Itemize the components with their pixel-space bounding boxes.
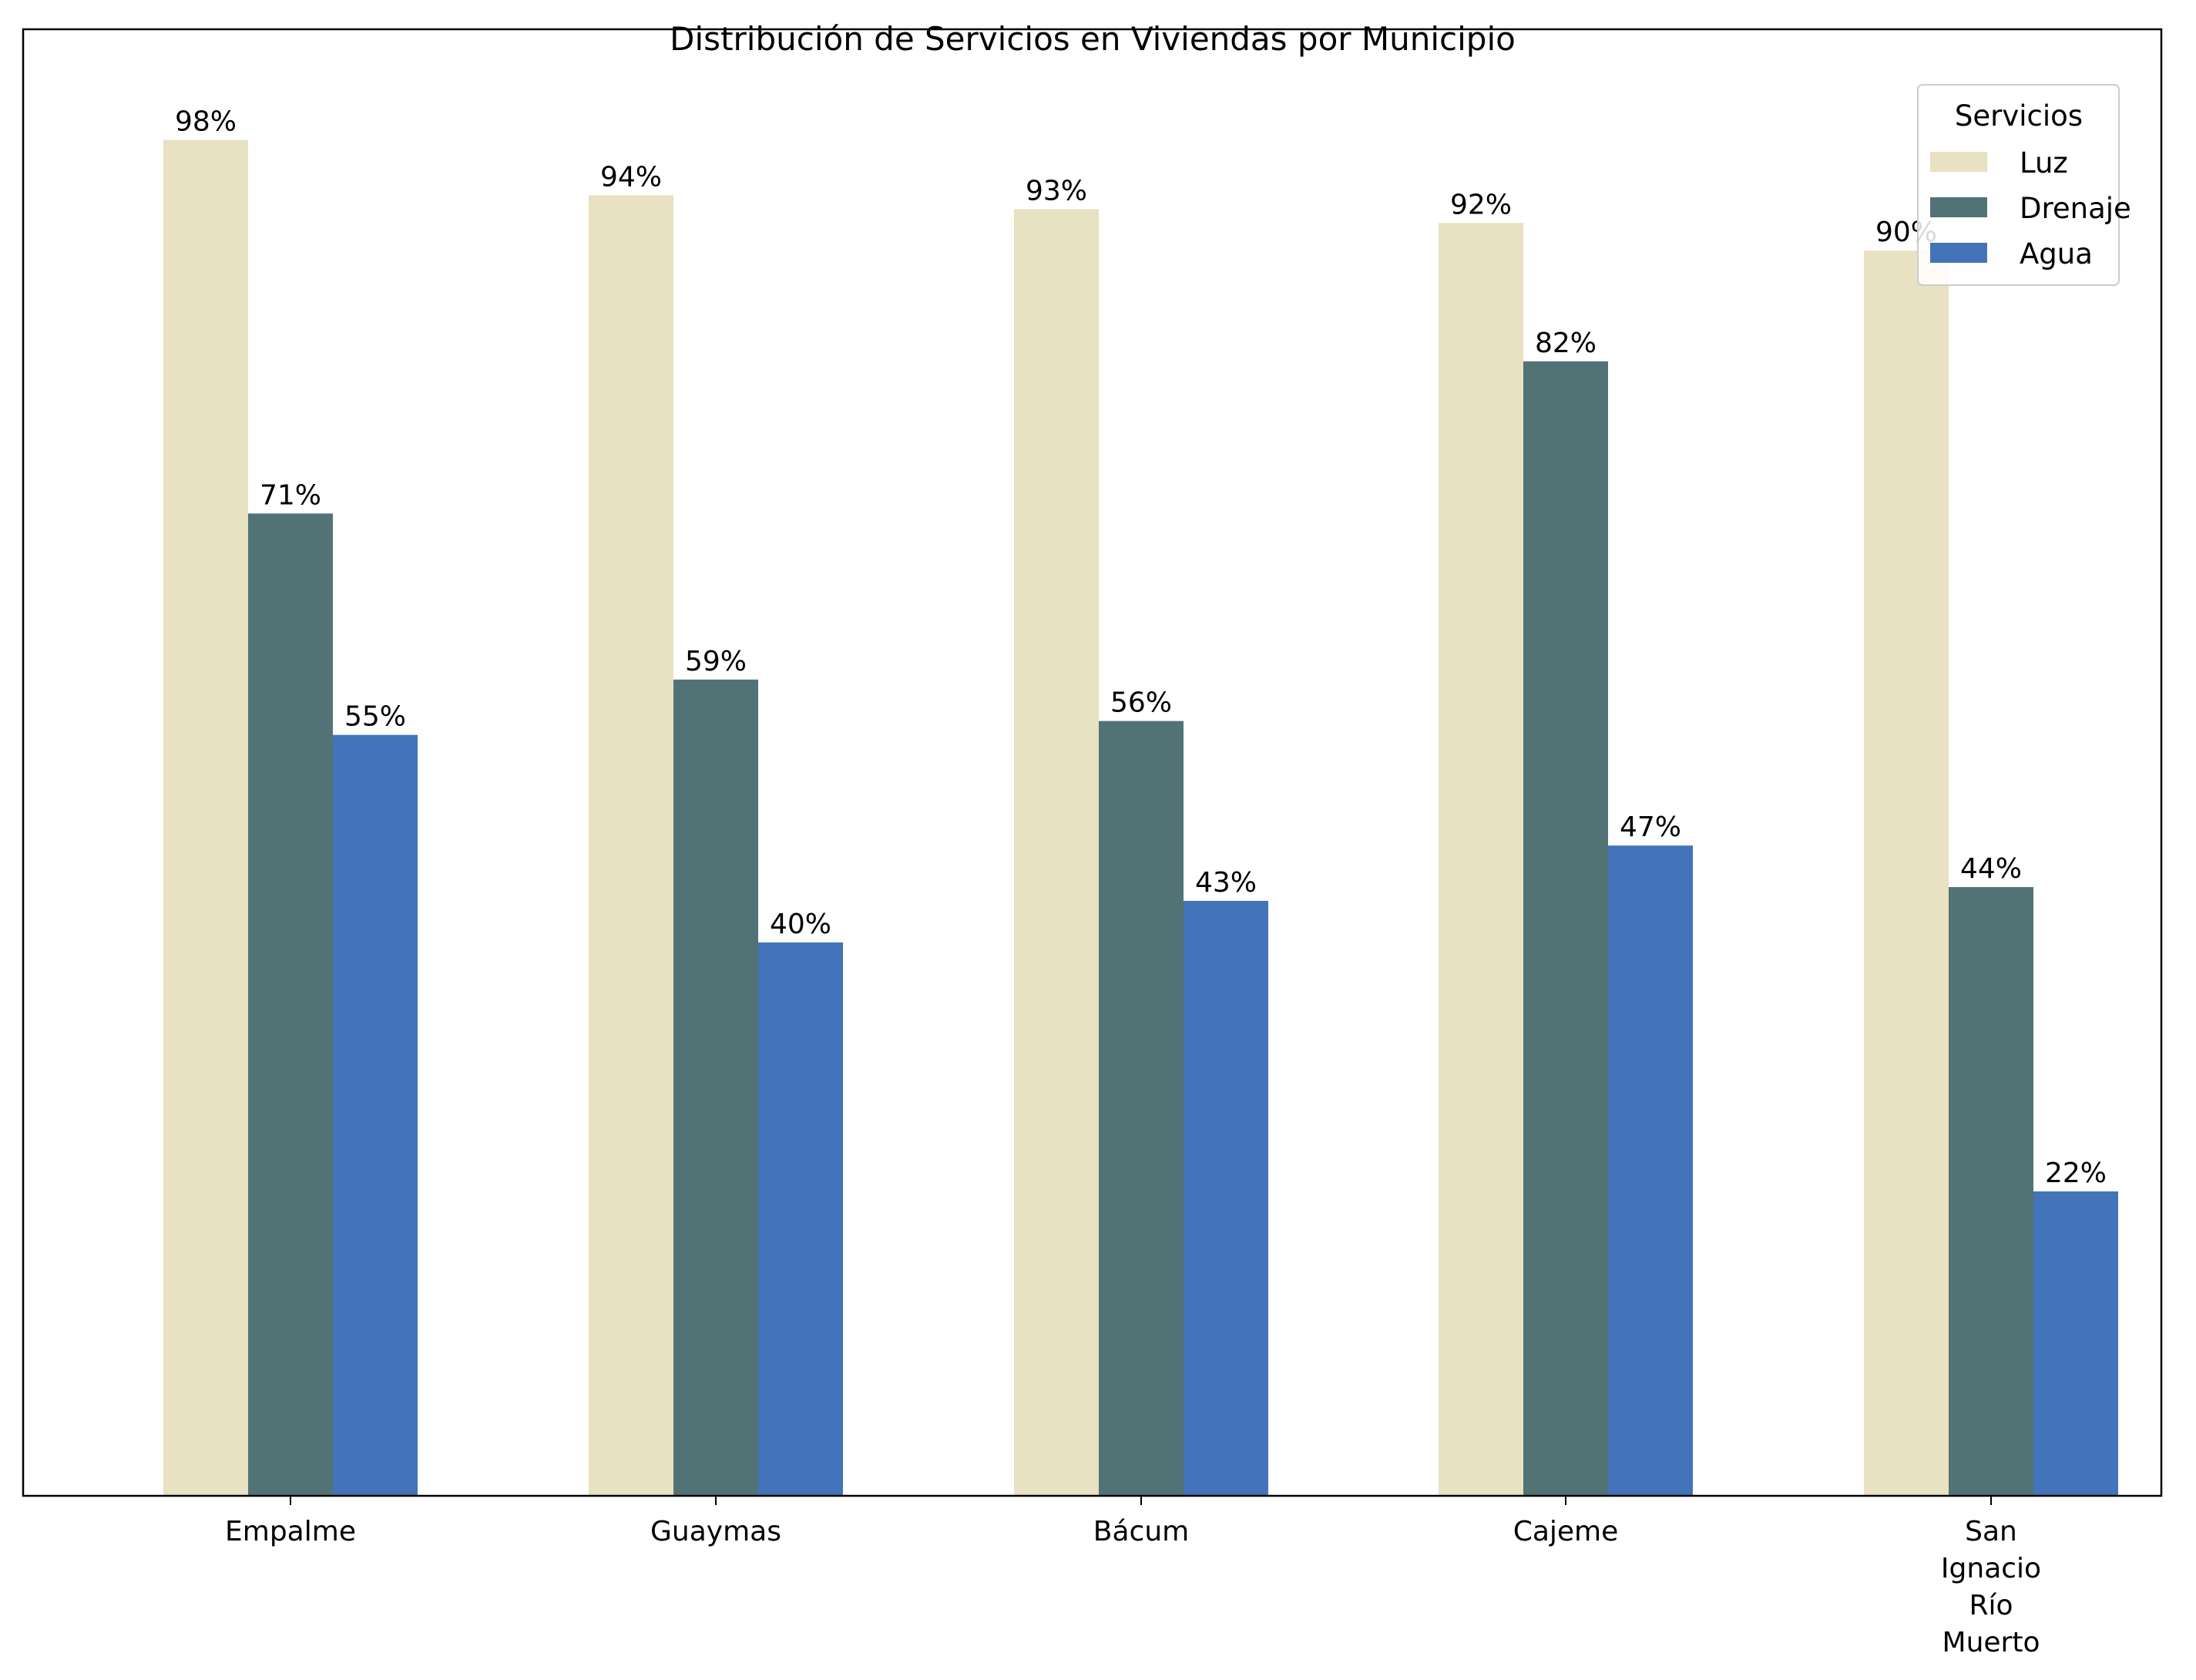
x-tick-label-line: Bácum bbox=[1093, 1516, 1189, 1547]
bar-luz-2 bbox=[1014, 209, 1099, 1496]
chart-title: Distribución de Servicios en Viviendas p… bbox=[670, 20, 1516, 58]
plot-frame bbox=[22, 28, 2163, 1497]
value-label-drenaje-1: 59% bbox=[685, 646, 747, 677]
bar-agua-3 bbox=[1608, 845, 1693, 1496]
value-label-agua-4: 22% bbox=[2045, 1158, 2107, 1189]
x-tick-label-line: Cajeme bbox=[1513, 1516, 1619, 1547]
legend-swatch-agua bbox=[1930, 243, 1987, 263]
bar-drenaje-3 bbox=[1523, 361, 1608, 1496]
value-label-drenaje-0: 71% bbox=[260, 479, 321, 511]
x-tick-label-line: Ignacio bbox=[1941, 1553, 2041, 1584]
value-label-luz-3: 92% bbox=[1450, 189, 1512, 220]
legend-title: Servicios bbox=[1955, 99, 2083, 133]
x-tick-label-1: Guaymas bbox=[650, 1516, 781, 1547]
value-label-luz-0: 98% bbox=[175, 106, 237, 138]
bar-agua-1 bbox=[758, 942, 843, 1496]
bar-agua-0 bbox=[333, 734, 418, 1496]
x-tick-label-2: Bácum bbox=[1093, 1516, 1189, 1547]
value-labels-layer: 98%94% 93% 92%90%71%59%56%82%44%55%40%43%4… bbox=[175, 106, 2107, 1189]
x-tick-label-line: Guaymas bbox=[650, 1516, 781, 1547]
legend-label-drenaje: Drenaje bbox=[2020, 192, 2131, 225]
x-tick-label-line: San bbox=[1965, 1516, 2017, 1547]
value-label-drenaje-2: 56% bbox=[1110, 687, 1172, 719]
x-axis-ticks: Empalme Guaymas Bácum Cajeme San Ignacio Río Mu… bbox=[225, 1496, 2041, 1658]
x-tick-label-line: Empalme bbox=[225, 1516, 356, 1547]
legend-entries: Luz Drenaje Agua bbox=[1930, 146, 2131, 270]
bar-luz-4 bbox=[1864, 250, 1949, 1497]
legend-label-agua: Agua bbox=[2020, 237, 2093, 270]
value-label-agua-2: 43% bbox=[1195, 867, 1257, 899]
value-label-luz-1: 94% bbox=[600, 161, 662, 193]
legend: Servicios Luz Drenaje Agua bbox=[1917, 84, 2131, 286]
bar-drenaje-2 bbox=[1099, 721, 1184, 1496]
x-tick-label-line: Muerto bbox=[1942, 1627, 2040, 1658]
bar-luz-3 bbox=[1439, 223, 1523, 1496]
bar-agua-2 bbox=[1184, 901, 1268, 1496]
bar-drenaje-4 bbox=[1949, 887, 2033, 1496]
x-tick-label-line: Río bbox=[1969, 1590, 2013, 1621]
legend-label-luz: Luz bbox=[2020, 146, 2068, 180]
bar-luz-1 bbox=[589, 195, 673, 1496]
bars-layer bbox=[163, 139, 2118, 1497]
legend-swatch-luz bbox=[1930, 152, 1987, 172]
bar-drenaje-1 bbox=[673, 679, 758, 1496]
bar-agua-4 bbox=[2033, 1191, 2118, 1496]
x-tick-label-4: San Ignacio Río Muerto bbox=[1941, 1516, 2041, 1658]
bar-luz-0 bbox=[163, 139, 248, 1497]
value-label-drenaje-3: 82% bbox=[1535, 328, 1597, 359]
value-label-agua-3: 47% bbox=[1620, 811, 1681, 843]
value-label-luz-2: 93% bbox=[1026, 175, 1087, 207]
legend-swatch-drenaje bbox=[1930, 197, 1987, 217]
value-label-agua-0: 55% bbox=[344, 701, 406, 733]
value-label-drenaje-4: 44% bbox=[1960, 853, 2022, 885]
bar-drenaje-0 bbox=[248, 513, 333, 1496]
value-label-agua-1: 40% bbox=[770, 909, 831, 940]
x-tick-label-0: Empalme bbox=[225, 1516, 356, 1547]
legend-box bbox=[1917, 84, 2120, 286]
x-tick-label-3: Cajeme bbox=[1513, 1516, 1619, 1547]
